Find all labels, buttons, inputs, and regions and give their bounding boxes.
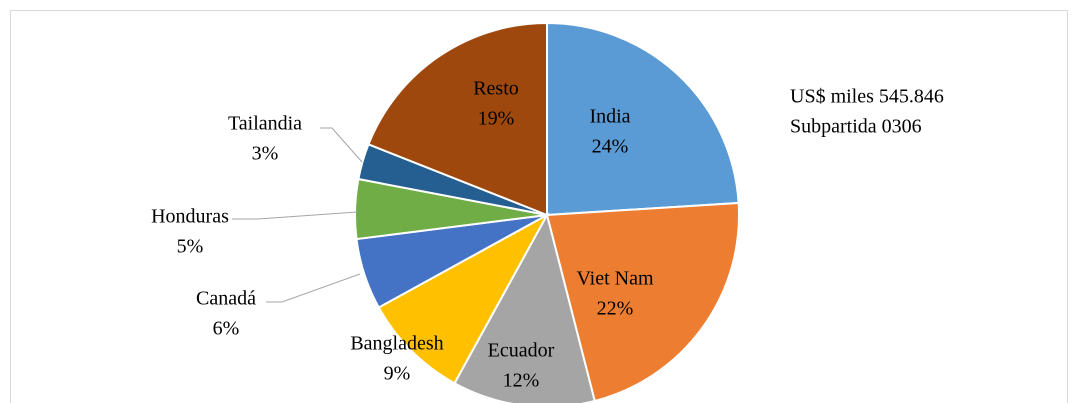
pie-slice <box>377 212 550 385</box>
slice-value-label: 22% <box>597 298 634 320</box>
pie-slice <box>546 21 740 217</box>
slice-value-label: 19% <box>478 108 515 130</box>
pie-slice <box>453 212 596 403</box>
annotation: Subpartida 0306 <box>790 116 922 138</box>
slice-label: Honduras <box>151 206 229 228</box>
slice-label: Canadá <box>196 288 256 310</box>
slice-value-label: 9% <box>384 363 411 385</box>
pie-slice <box>367 21 548 217</box>
leader-line <box>320 127 363 163</box>
chart-frame <box>10 10 1068 403</box>
slice-value-label: 6% <box>213 318 240 340</box>
slice-value-label: 12% <box>503 370 540 392</box>
slice-value-label: 3% <box>252 143 279 165</box>
slice-value-label: 5% <box>177 236 204 258</box>
leader-line <box>266 273 361 303</box>
pie-slice <box>545 201 740 403</box>
slice-label: Viet Nam <box>576 268 654 290</box>
slice-label: India <box>589 106 630 128</box>
slice-label: Bangladesh <box>350 333 443 355</box>
slice-label: Tailandia <box>228 113 302 135</box>
slice-value-label: 24% <box>592 136 629 158</box>
annotation: US$ miles 545.846 <box>790 86 944 108</box>
slice-label: Resto <box>473 78 519 100</box>
leader-line <box>232 211 358 220</box>
slice-label: Ecuador <box>488 340 555 362</box>
